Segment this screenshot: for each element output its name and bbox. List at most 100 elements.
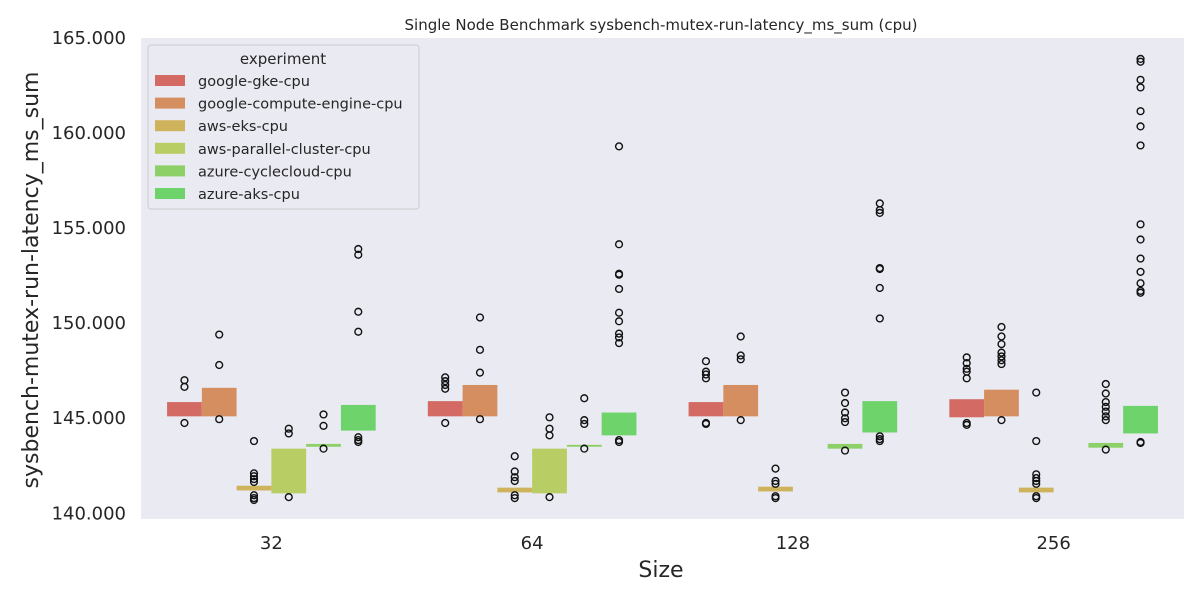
box-aws-eks-cpu-32 bbox=[236, 485, 272, 491]
legend-swatch bbox=[155, 75, 185, 86]
outlier-point bbox=[875, 436, 884, 446]
legend-label: azure-cyclecloud-cpu bbox=[198, 164, 352, 180]
outlier-point bbox=[614, 317, 624, 326]
outlier-point bbox=[701, 370, 711, 379]
y-tick-label: 165.000 bbox=[52, 28, 126, 49]
outlier-point bbox=[1032, 493, 1041, 503]
outlier-point bbox=[1136, 279, 1145, 288]
outlier-point bbox=[1136, 235, 1145, 244]
outlier-point bbox=[354, 244, 363, 254]
outlier-point bbox=[580, 416, 589, 425]
outlier-point bbox=[215, 330, 224, 339]
outlier-point bbox=[510, 452, 519, 461]
outlier-point bbox=[1136, 107, 1145, 116]
outlier-point bbox=[1136, 83, 1145, 92]
outlier-point bbox=[1101, 402, 1110, 411]
x-tick-label: 64 bbox=[521, 533, 544, 554]
outlier-point bbox=[1101, 445, 1110, 454]
box-aws-eks-cpu-256 bbox=[1018, 487, 1054, 493]
outlier-point bbox=[1136, 122, 1145, 131]
outlier-point bbox=[962, 359, 971, 368]
legend: experiment google-gke-cpu google-compute-… bbox=[147, 44, 420, 210]
outlier-point bbox=[475, 368, 485, 377]
outlier-point bbox=[771, 479, 780, 488]
outlier-point bbox=[840, 446, 850, 455]
outlier-point bbox=[319, 410, 328, 419]
outlier-point bbox=[249, 495, 259, 505]
outlier-point bbox=[997, 416, 1006, 425]
outlier-point bbox=[475, 415, 485, 424]
outlier-point bbox=[614, 240, 624, 249]
outlier-point bbox=[614, 142, 624, 151]
y-axis-title: sysbench-mutex-run-latency_ms_sum bbox=[19, 72, 44, 489]
outlier-point bbox=[215, 415, 224, 424]
outlier-point bbox=[962, 353, 971, 362]
outlier-point bbox=[875, 432, 884, 441]
x-tick-label: 256 bbox=[1036, 533, 1070, 554]
boxes-layer bbox=[167, 384, 1158, 494]
outlier-point bbox=[875, 283, 884, 293]
legend-items: google-gke-cpu google-compute-engine-cpu a… bbox=[155, 74, 403, 203]
box-google-compute-engine-cpu-128 bbox=[723, 384, 759, 417]
outlier-point bbox=[510, 491, 519, 500]
outlier-point bbox=[510, 493, 519, 503]
outlier-point bbox=[284, 429, 293, 438]
legend-label: aws-parallel-cluster-cpu bbox=[198, 142, 371, 158]
box-azure-aks-cpu-64 bbox=[601, 412, 637, 436]
outlier-point bbox=[354, 433, 363, 442]
outlier-point bbox=[997, 339, 1006, 349]
outlier-point bbox=[875, 264, 884, 274]
box-google-gke-cpu-64 bbox=[427, 401, 463, 417]
outlier-point bbox=[1136, 267, 1145, 276]
outlier-point bbox=[441, 384, 450, 393]
outlier-point bbox=[875, 205, 884, 215]
outlier-point bbox=[1136, 141, 1145, 150]
legend-title: experiment bbox=[240, 50, 326, 68]
legend-label: aws-eks-cpu bbox=[198, 119, 288, 135]
outlier-point bbox=[840, 398, 850, 408]
outlier-point bbox=[962, 364, 971, 373]
outlier-point bbox=[354, 250, 363, 259]
outlier-point bbox=[1101, 416, 1110, 425]
box-azure-aks-cpu-32 bbox=[340, 404, 376, 431]
outlier-point bbox=[1136, 254, 1145, 263]
outlier-point bbox=[441, 373, 450, 382]
outlier-point bbox=[249, 474, 259, 484]
outlier-point bbox=[510, 473, 519, 482]
outlier-point bbox=[249, 469, 259, 478]
outlier-point bbox=[249, 436, 259, 446]
legend-swatch bbox=[155, 142, 185, 154]
outlier-point bbox=[771, 493, 780, 503]
outlier-point bbox=[997, 348, 1006, 357]
outlier-point bbox=[997, 322, 1006, 332]
outlier-point bbox=[614, 329, 624, 338]
outlier-point bbox=[736, 332, 745, 341]
outlier-point bbox=[614, 333, 624, 342]
outlier-point bbox=[580, 394, 589, 403]
outlier-point bbox=[1136, 438, 1145, 448]
box-google-compute-engine-cpu-64 bbox=[462, 384, 498, 417]
outlier-point bbox=[1136, 54, 1145, 64]
outlier-point bbox=[215, 360, 224, 370]
outlier-point bbox=[284, 424, 293, 433]
outlier-point bbox=[1032, 436, 1041, 446]
outlier-point bbox=[701, 357, 711, 366]
legend-label: azure-aks-cpu bbox=[198, 187, 300, 203]
outlier-point bbox=[614, 308, 624, 317]
box-aws-eks-cpu-64 bbox=[497, 487, 533, 493]
legend-frame bbox=[147, 44, 420, 210]
outlier-point bbox=[354, 437, 363, 447]
outlier-point bbox=[840, 414, 850, 423]
box-aws-parallel-cluster-cpu-32 bbox=[271, 448, 307, 494]
outlier-point bbox=[319, 444, 328, 453]
box-aws-parallel-cluster-cpu-64 bbox=[532, 448, 567, 494]
outlier-point bbox=[545, 493, 554, 502]
legend-label: google-gke-cpu bbox=[198, 74, 310, 90]
legend-swatch bbox=[155, 165, 185, 177]
box-google-gke-cpu-32 bbox=[167, 402, 202, 417]
box-azure-aks-cpu-256 bbox=[1123, 405, 1158, 434]
outlier-point bbox=[1136, 288, 1145, 297]
outliers-layer bbox=[180, 54, 1145, 505]
outlier-point bbox=[1032, 388, 1041, 397]
